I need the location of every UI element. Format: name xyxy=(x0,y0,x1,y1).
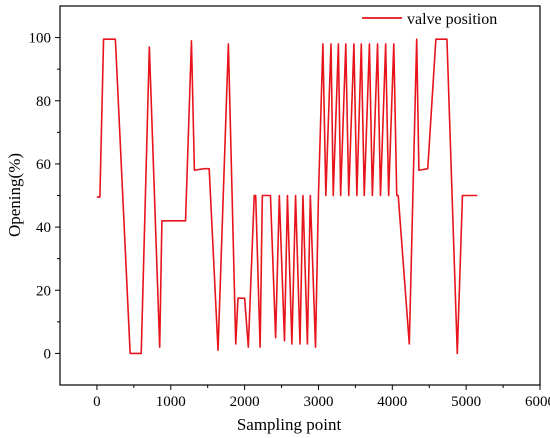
y-axis-ticks: 0 20 40 60 80 100 xyxy=(29,31,60,362)
series-layer xyxy=(96,38,478,355)
x-tick-label: 3000 xyxy=(303,394,333,410)
legend: valve position xyxy=(362,11,497,28)
x-tick-label: 2000 xyxy=(230,394,260,410)
x-axis-title: Sampling point xyxy=(237,415,342,434)
y-tick-label: 80 xyxy=(36,94,51,110)
series-line-valve-position xyxy=(96,38,478,355)
y-axis-title: Opening(%) xyxy=(5,153,24,237)
x-tick-label: 4000 xyxy=(377,394,407,410)
y-tick-label: 60 xyxy=(36,157,51,173)
x-tick-label: 5000 xyxy=(451,394,481,410)
y-tick-label: 0 xyxy=(44,346,52,362)
x-tick-label: 0 xyxy=(93,394,101,410)
y-tick-label: 100 xyxy=(29,31,52,47)
y-tick-label: 20 xyxy=(36,283,51,299)
x-tick-label: 1000 xyxy=(156,394,186,410)
legend-label-valve-position: valve position xyxy=(407,11,497,28)
y-tick-label: 40 xyxy=(36,220,51,236)
